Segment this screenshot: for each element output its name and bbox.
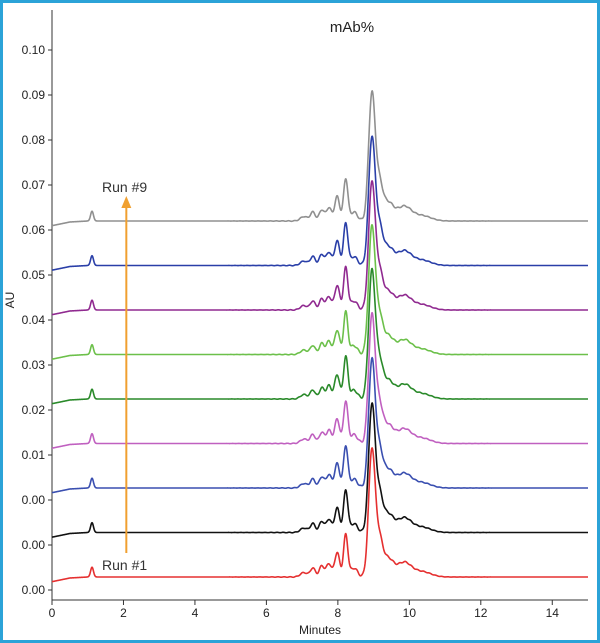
x-tick-label: 14 xyxy=(546,606,560,620)
traces xyxy=(51,90,589,583)
y-tick-label: 0.10 xyxy=(22,43,46,57)
chart-title: mAb% xyxy=(330,19,374,36)
axes xyxy=(51,10,588,601)
trace-run-3 xyxy=(51,356,589,494)
trace-run-9 xyxy=(51,90,589,227)
x-axis-label: Minutes xyxy=(299,623,341,637)
y-tick-label: 0.06 xyxy=(22,223,46,237)
x-ticks: 0 2 4 6 8 10 12 14 xyxy=(49,600,560,620)
run-order-arrow-head xyxy=(121,196,132,208)
y-ticks: 0.00 0.00 0.00 0.01 0.02 0.03 0.04 0.05 0.06 0.07… xyxy=(22,43,52,597)
trace-run-7 xyxy=(51,180,589,316)
y-tick-label: 0.03 xyxy=(22,358,46,372)
trace-run-5 xyxy=(51,267,589,405)
y-tick-label: 0.00 xyxy=(22,583,46,597)
x-tick-label: 2 xyxy=(120,606,127,620)
y-tick-label: 0.00 xyxy=(22,538,46,552)
y-tick-label: 0.09 xyxy=(22,88,46,102)
trace-run-1 xyxy=(51,447,589,583)
y-tick-label: 0.00 xyxy=(22,493,46,507)
run-first-label: Run #1 xyxy=(102,557,147,573)
x-tick-label: 0 xyxy=(49,606,56,620)
trace-run-4 xyxy=(51,311,589,449)
x-tick-label: 10 xyxy=(403,606,417,620)
y-tick-label: 0.07 xyxy=(22,178,46,192)
x-tick-label: 8 xyxy=(335,606,342,620)
y-tick-label: 0.02 xyxy=(22,403,46,417)
y-tick-label: 0.08 xyxy=(22,133,46,147)
y-tick-label: 0.04 xyxy=(22,313,46,327)
x-tick-label: 6 xyxy=(263,606,270,620)
y-tick-label: 0.01 xyxy=(22,448,46,462)
trace-run-6 xyxy=(51,224,589,360)
x-tick-label: 12 xyxy=(474,606,488,620)
trace-run-2 xyxy=(51,402,589,538)
x-tick-label: 4 xyxy=(192,606,199,620)
trace-run-8 xyxy=(51,135,589,271)
run-last-label: Run #9 xyxy=(102,179,147,195)
y-tick-label: 0.05 xyxy=(22,268,46,282)
y-axis-label: AU xyxy=(3,292,17,309)
